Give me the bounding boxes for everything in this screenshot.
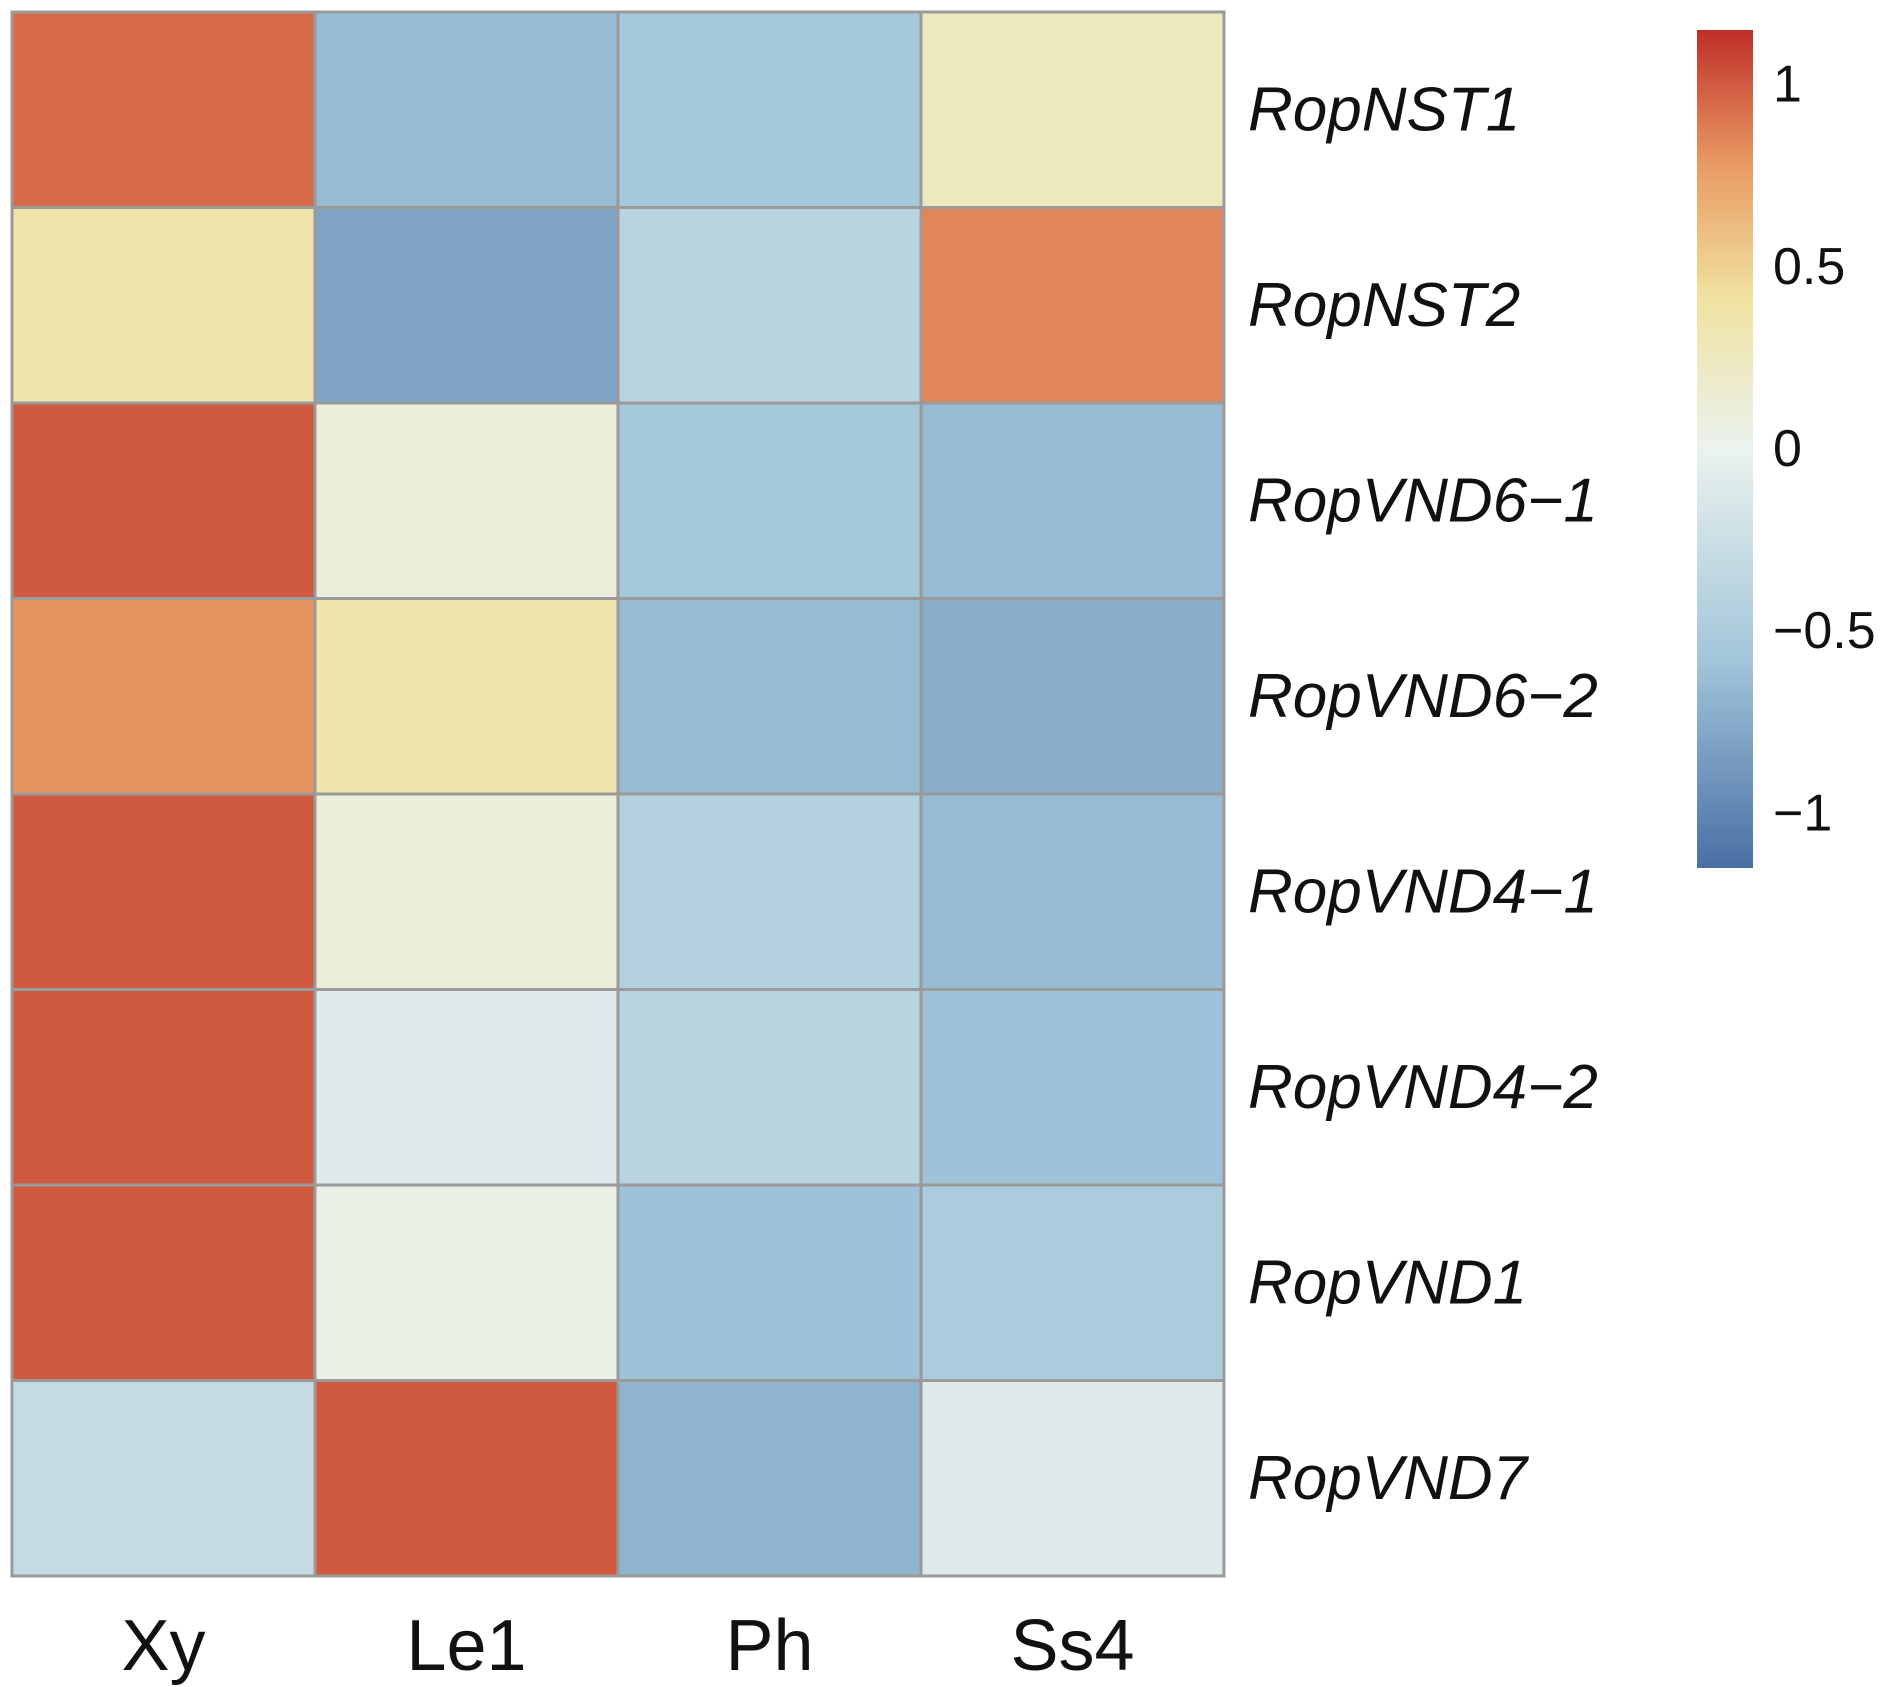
heatmap-cell-8-2 <box>313 1379 620 1578</box>
heatmap-cell-7-4 <box>919 1183 1226 1382</box>
heatmap-cell-7-3 <box>616 1183 923 1382</box>
row-labels: RopNST1 RopNST2 RopVND6−1 RopVND6−2 RopVND4−… <box>1248 75 1598 1513</box>
heatmap-cell-6-1 <box>10 988 317 1187</box>
column-label: Xy <box>121 1606 205 1686</box>
column-label: Ph <box>725 1606 813 1686</box>
row-label: RopVND1 <box>1248 1248 1527 1317</box>
heatmap-cell-4-3 <box>616 597 923 796</box>
column-labels: Xy Le1 Ph Ss4 <box>121 1606 1134 1686</box>
heatmap-cell-2-4 <box>919 206 1226 405</box>
heatmap-cell-5-4 <box>919 792 1226 991</box>
colorbar-gradient <box>1697 30 1753 868</box>
row-label: RopVND4−2 <box>1248 1053 1598 1122</box>
heatmap-cell-5-1 <box>10 792 317 991</box>
heatmap-cell-6-4 <box>919 988 1226 1187</box>
heatmap-cell-3-4 <box>919 401 1226 600</box>
heatmap-cell-1-4 <box>919 10 1226 209</box>
heatmap-cell-2-2 <box>313 206 620 405</box>
heatmap-cell-5-2 <box>313 792 620 991</box>
row-label: RopVND6−1 <box>1248 466 1598 535</box>
colorbar-ticks: 1 0.5 0 −0.5 −1 <box>1773 56 1876 843</box>
heatmap-cell-2-3 <box>616 206 923 405</box>
heatmap-cell-5-3 <box>616 792 923 991</box>
heatmap-cell-1-3 <box>616 10 923 209</box>
row-label: RopNST1 <box>1248 75 1520 144</box>
heatmap-cell-1-1 <box>10 10 317 209</box>
colorbar-tick-label: 0.5 <box>1773 238 1845 296</box>
heatmap-cell-3-3 <box>616 401 923 600</box>
column-label: Le1 <box>406 1606 526 1686</box>
column-label: Ss4 <box>1010 1606 1134 1686</box>
heatmap-cell-7-2 <box>313 1183 620 1382</box>
row-label: RopNST2 <box>1248 271 1520 340</box>
row-label: RopVND7 <box>1248 1444 1530 1513</box>
heatmap-cell-3-2 <box>313 401 620 600</box>
colorbar-tick-label: −0.5 <box>1773 602 1876 660</box>
heatmap-cell-6-3 <box>616 988 923 1187</box>
row-label: RopVND6−2 <box>1248 662 1598 731</box>
heatmap-cell-4-4 <box>919 597 1226 796</box>
heatmap-cell-2-1 <box>10 206 317 405</box>
heatmap-cell-3-1 <box>10 401 317 600</box>
row-label: RopVND4−1 <box>1248 857 1598 926</box>
heatmap-cell-8-3 <box>616 1379 923 1578</box>
colorbar-tick-label: 0 <box>1773 420 1802 478</box>
heatmap-cell-8-1 <box>10 1379 317 1578</box>
heatmap-cell-7-1 <box>10 1183 317 1382</box>
colorbar-legend: 1 0.5 0 −0.5 −1 <box>1697 30 1876 868</box>
heatmap-cell-8-4 <box>919 1379 1226 1578</box>
heatmap-cell-4-1 <box>10 597 317 796</box>
colorbar-tick-label: −1 <box>1773 784 1832 842</box>
heatmap-cells <box>10 10 1226 1578</box>
heatmap-cell-1-2 <box>313 10 620 209</box>
heatmap-cell-6-2 <box>313 988 620 1187</box>
colorbar-tick-label: 1 <box>1773 56 1802 114</box>
heatmap-cell-4-2 <box>313 597 620 796</box>
